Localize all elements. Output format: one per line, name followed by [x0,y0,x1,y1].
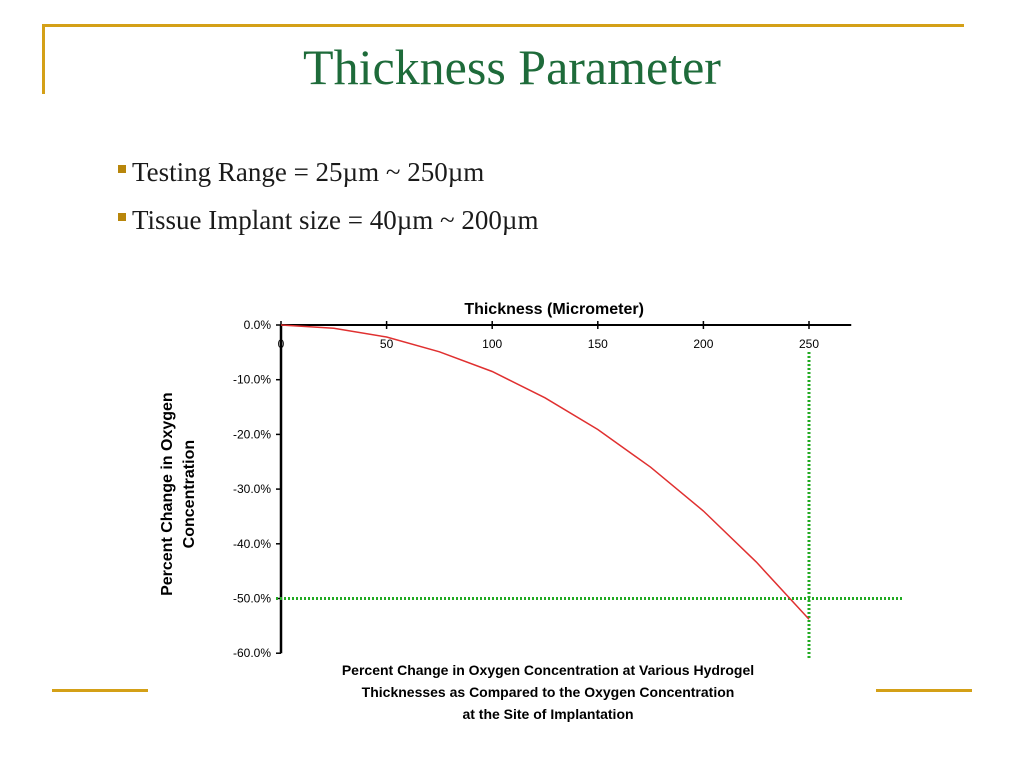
chart-caption-line: at the Site of Implantation [462,706,633,722]
bottom-right-accent-line [876,689,972,692]
bullet-item: Tissue Implant size = 40µm ~ 200µm [118,196,538,244]
top-accent-line [42,24,964,27]
y-tick-label: -10.0% [233,373,271,387]
x-tick-label: 250 [799,337,819,351]
x-axis-title: Thickness (Micrometer) [464,301,644,318]
chart-caption-line: Thicknesses as Compared to the Oxygen Co… [362,684,735,700]
bullet-item: Testing Range = 25µm ~ 250µm [118,148,538,196]
bottom-left-accent-line [52,689,148,692]
y-axis-title-line: Percent Change in Oxygen [159,392,176,596]
x-tick-label: 100 [482,337,502,351]
bullet-text-implant-size: Tissue Implant size = 40µm ~ 200µm [132,204,539,235]
y-tick-label: -60.0% [233,646,271,660]
x-tick-label: 0 [278,337,285,351]
x-tick-label: 200 [693,337,713,351]
y-tick-label: -50.0% [233,592,271,606]
y-axis-title-line: Concentration [181,440,198,548]
y-tick-label: 0.0% [244,318,272,332]
square-bullet-icon [118,165,126,173]
bullet-text-testing-range: Testing Range = 25µm ~ 250µm [132,156,485,187]
slide-title: Thickness Parameter [303,39,721,95]
oxygen-change-curve [280,324,810,620]
y-tick-label: -40.0% [233,537,271,551]
x-tick-label: 150 [588,337,608,351]
chart-caption-line: Percent Change in Oxygen Concentration a… [342,662,754,678]
y-tick-label: -20.0% [233,427,271,441]
square-bullet-icon [118,213,126,221]
y-tick-label: -30.0% [233,482,271,496]
left-accent-line [42,24,45,94]
bullet-list: Testing Range = 25µm ~ 250µm Tissue Impl… [118,148,538,244]
x-tick-label: 50 [380,337,394,351]
